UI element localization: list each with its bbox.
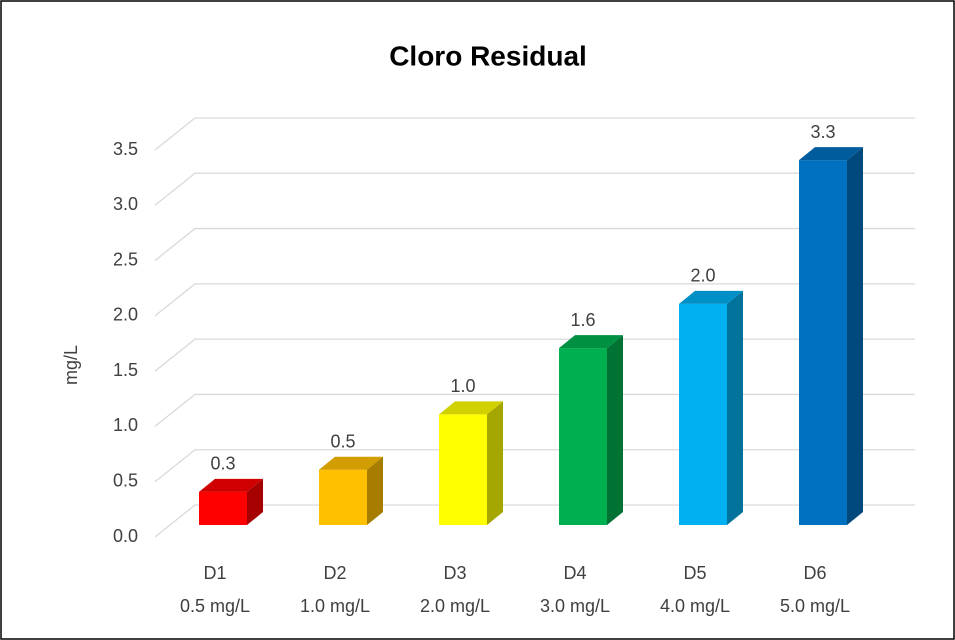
bar-top xyxy=(679,290,743,304)
x-tick-label: 4.0 mg/L xyxy=(660,596,730,616)
bar-front xyxy=(319,469,367,525)
bar-top xyxy=(799,147,863,161)
bar-front xyxy=(439,414,487,525)
x-tick-label: D3 xyxy=(443,563,466,583)
grid-line xyxy=(154,449,915,483)
bar-top xyxy=(199,478,263,492)
y-tick-label: 1.5 xyxy=(113,360,138,380)
x-tick-label: D1 xyxy=(203,563,226,583)
bar-top xyxy=(559,335,623,349)
x-tick-label: 2.0 mg/L xyxy=(420,596,490,616)
y-tick-label: 3.5 xyxy=(113,139,138,159)
grid-line xyxy=(154,283,915,317)
bar-side xyxy=(607,335,623,525)
y-tick-label: 2.0 xyxy=(113,305,138,325)
grid-line xyxy=(154,227,915,262)
grid-line xyxy=(154,504,915,538)
data-label: 1.6 xyxy=(570,310,595,330)
grid-line xyxy=(154,172,915,206)
y-tick-label: 0.5 xyxy=(113,470,138,490)
x-tick-label: 5.0 mg/L xyxy=(780,596,850,616)
bar-side xyxy=(247,478,263,525)
bar-side xyxy=(727,290,743,525)
y-axis-label: mg/L xyxy=(61,345,81,385)
x-tick-label: 0.5 mg/L xyxy=(180,596,250,616)
bar-side xyxy=(487,401,503,525)
data-label: 2.0 xyxy=(690,266,715,286)
bar-top xyxy=(319,456,383,470)
bar-top xyxy=(439,401,503,415)
y-tick-label: 2.5 xyxy=(113,249,138,269)
y-tick-label: 3.0 xyxy=(113,194,138,214)
grid-line xyxy=(154,393,915,427)
data-label: 0.5 xyxy=(330,431,355,451)
x-tick-label: D2 xyxy=(323,563,346,583)
bar-side xyxy=(367,456,383,525)
chart-title: Cloro Residual xyxy=(389,40,587,71)
data-label: 3.3 xyxy=(810,122,835,142)
bar-front xyxy=(799,160,847,525)
bar-front xyxy=(559,348,607,525)
x-tick-label: 3.0 mg/L xyxy=(540,596,610,616)
bar-front xyxy=(679,303,727,525)
y-tick-label: 0.0 xyxy=(113,526,138,546)
x-tick-label: D6 xyxy=(803,563,826,583)
data-label: 0.3 xyxy=(210,454,235,474)
grid-line xyxy=(154,117,915,151)
grid-line xyxy=(154,338,915,372)
bar-front xyxy=(199,491,247,525)
y-tick-label: 1.0 xyxy=(113,415,138,435)
x-tick-label: D5 xyxy=(683,563,706,583)
x-tick-label: 1.0 mg/L xyxy=(300,596,370,616)
data-label: 1.0 xyxy=(450,376,475,396)
x-tick-label: D4 xyxy=(563,563,586,583)
bar-side xyxy=(847,147,863,525)
